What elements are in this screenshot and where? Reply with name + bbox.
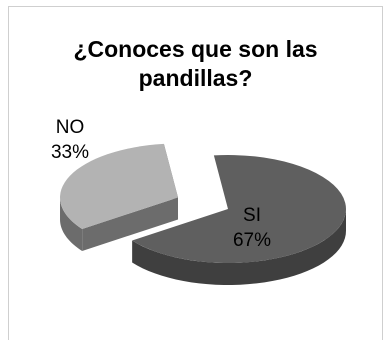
slice-si-side <box>132 208 346 285</box>
slice-label-no: NO <box>56 117 85 138</box>
chart-frame <box>8 6 383 340</box>
chart-title: ¿Conoces que son las pandillas? <box>8 35 383 93</box>
slice-si-top <box>132 155 346 264</box>
slice-no-top <box>60 143 179 229</box>
slice-label-si: SI <box>243 205 261 226</box>
slice-percent-no: 33% <box>51 142 89 163</box>
chart-title-line-1: ¿Conoces que son las <box>73 36 318 62</box>
chart-title-line-2: pandillas? <box>138 65 253 91</box>
slice-percent-si: 67% <box>233 230 271 251</box>
pie-tops <box>60 143 346 264</box>
slice-no-side <box>60 197 83 251</box>
slice-no-cut-face-1 <box>82 197 179 251</box>
